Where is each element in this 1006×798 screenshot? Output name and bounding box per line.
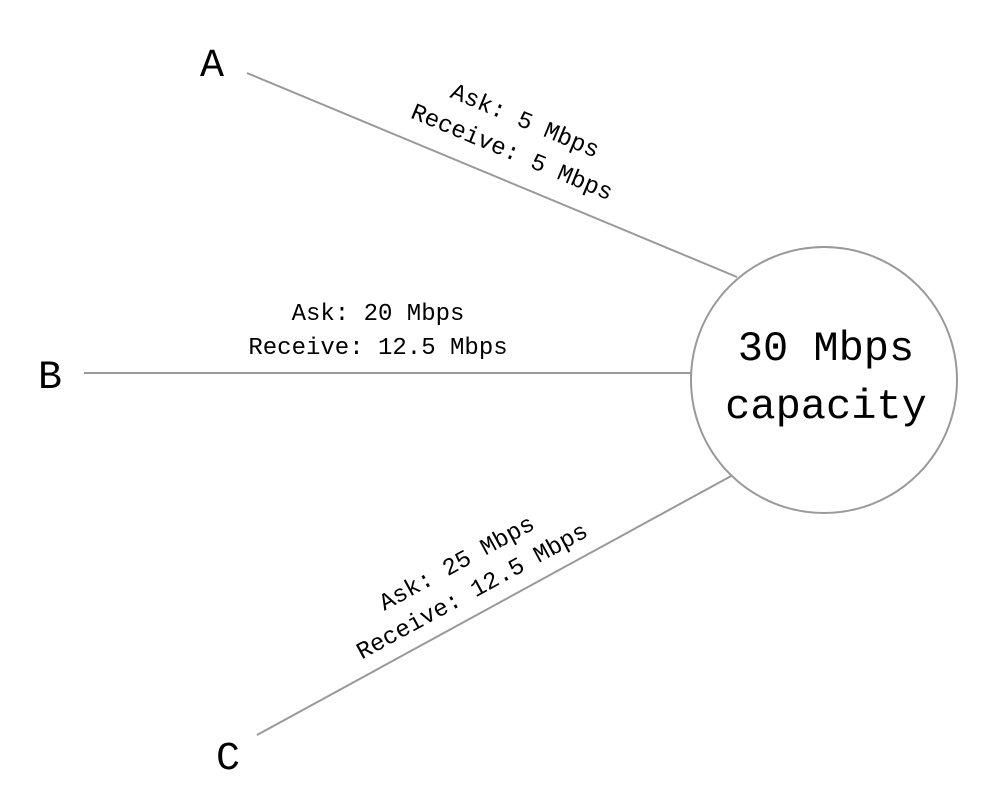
edge-b-receive: Receive: 12.5 Mbps bbox=[248, 335, 507, 362]
node-b-label: B bbox=[38, 356, 62, 401]
node-a-label: A bbox=[200, 44, 224, 89]
edge-a bbox=[246, 72, 738, 278]
hub-capacity-label: capacity bbox=[725, 383, 927, 431]
edge-c bbox=[256, 474, 734, 736]
hub-capacity-value: 30 Mbps bbox=[738, 325, 914, 373]
edge-c-labels: Ask: 25 Mbps Receive: 12.5 Mbps bbox=[353, 511, 594, 666]
edge-b-ask: Ask: 20 Mbps bbox=[292, 301, 465, 328]
node-c-label: C bbox=[216, 737, 240, 782]
capacity-hub bbox=[690, 246, 958, 514]
edge-b-labels: Ask: 20 Mbps Receive: 12.5 Mbps bbox=[248, 301, 507, 362]
